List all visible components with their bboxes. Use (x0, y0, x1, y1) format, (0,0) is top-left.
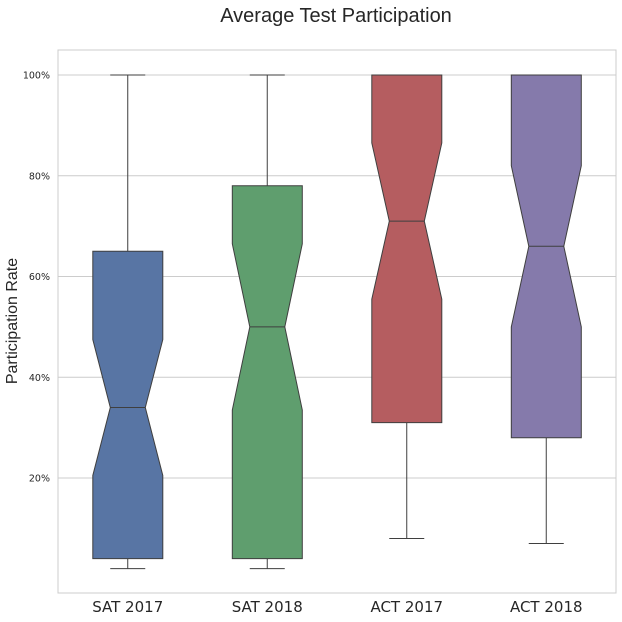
y-tick-label: 100% (23, 71, 50, 82)
x-axis-ticks: SAT 2017 SAT 2018 ACT 2017 ACT 2018 (92, 598, 582, 616)
y-tick-label: 60% (29, 272, 50, 283)
x-tick-label: SAT 2017 (92, 598, 163, 616)
x-tick-label: ACT 2018 (510, 598, 583, 616)
y-tick-label: 40% (29, 373, 50, 384)
y-tick-label: 80% (29, 171, 50, 182)
chart-title: Average Test Participation (220, 5, 452, 27)
box-body (510, 74, 582, 439)
x-tick-label: ACT 2017 (370, 598, 443, 616)
boxes (92, 74, 582, 570)
box-body (371, 74, 443, 424)
box-sat-2018 (231, 74, 303, 570)
y-axis-label: Participation Rate (4, 258, 21, 384)
box-body (231, 185, 303, 560)
box-act-2017 (371, 74, 443, 539)
box-sat-2017 (92, 74, 164, 570)
box-act-2018 (510, 74, 582, 544)
y-tick-label: 20% (29, 474, 50, 485)
x-tick-label: SAT 2018 (232, 598, 303, 616)
y-axis-ticks: 20% 40% 60% 80% 100% (23, 71, 50, 485)
box-body (92, 250, 164, 560)
